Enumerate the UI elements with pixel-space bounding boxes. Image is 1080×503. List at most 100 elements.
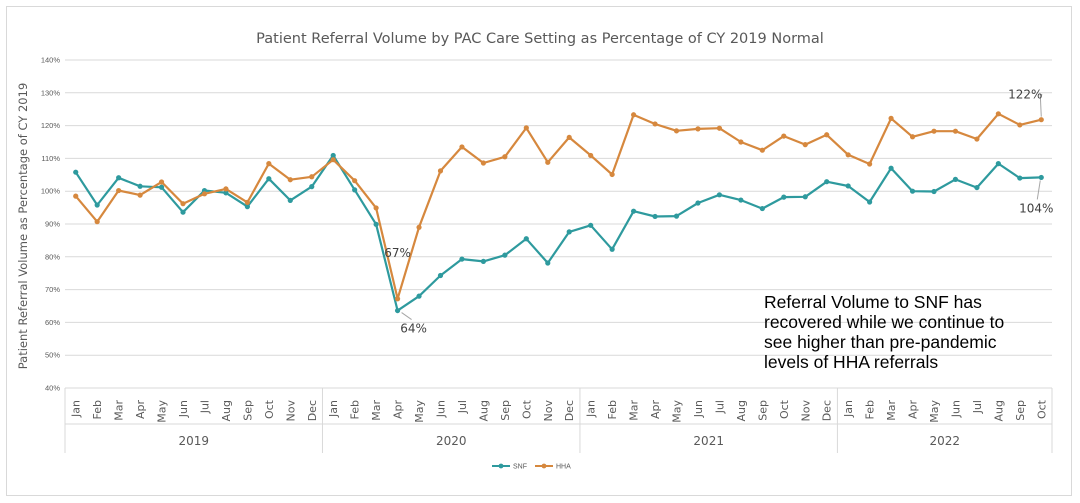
data-point-hha (309, 174, 315, 180)
data-point-snf (974, 184, 980, 191)
data-point-hha (352, 178, 358, 184)
data-point-hha (287, 177, 293, 183)
x-tick-label: Jan (842, 400, 855, 418)
x-tick-label: Apr (907, 400, 920, 420)
x-axis: Jan Feb Mar Apr May Jun Jul Aug Sep Oct Nov Dec Jan F… (64, 388, 1053, 453)
x-tick-label: May (671, 400, 684, 423)
data-point-hha (909, 134, 916, 140)
data-point-hha (588, 152, 594, 159)
data-point-snf (158, 184, 165, 190)
data-point-hha (201, 191, 208, 197)
legend-label: SNF (513, 464, 527, 471)
data-point-snf (952, 176, 959, 182)
x-tick-label: Jul (456, 400, 469, 414)
data-point-hha (673, 128, 680, 134)
leader-line (1036, 180, 1041, 200)
data-point-snf (545, 260, 551, 266)
data-point-hha (867, 161, 873, 167)
data-label: 67% (384, 246, 411, 260)
x-tick-label: Jun (949, 400, 962, 418)
x-tick-label: Feb (349, 400, 362, 419)
data-point-hha (845, 152, 851, 158)
x-tick-label: Apr (134, 400, 147, 420)
data-point-hha (373, 205, 379, 211)
x-tick-label: Jun (177, 400, 190, 418)
data-point-snf (824, 179, 830, 185)
legend-label: HHA (556, 464, 571, 471)
data-point-hha (931, 128, 937, 134)
x-tick-label: Mar (628, 400, 641, 421)
y-tick-label: 50% (45, 351, 60, 360)
data-point-hha (716, 125, 723, 131)
data-point-hha (244, 199, 250, 205)
data-point-snf (931, 188, 937, 195)
data-point-hha (266, 161, 272, 167)
data-point-snf (588, 222, 594, 228)
y-tick-label: 40% (45, 384, 60, 393)
data-point-hha (952, 128, 959, 134)
data-point-snf (909, 188, 916, 194)
x-tick-label: Mar (113, 400, 126, 421)
x-tick-label: Mar (885, 400, 898, 421)
y-tick-label: 60% (45, 318, 60, 327)
data-point-snf (480, 258, 487, 264)
data-point-hha (888, 115, 894, 121)
data-point-snf (459, 256, 465, 262)
data-point-snf (1017, 175, 1023, 181)
x-tick-label: May (156, 400, 169, 423)
series-line-hha (74, 112, 1042, 300)
year-label: 2021 (693, 434, 724, 448)
data-point-snf (523, 236, 529, 242)
x-tick-label: Sep (756, 400, 769, 421)
data-point-snf (180, 209, 186, 215)
x-tick-label: Jan (585, 400, 598, 418)
data-point-snf (995, 161, 1001, 167)
leader-line (401, 312, 412, 321)
y-axis-ticks: 40% 50% 60% 70% 80% 90% 100% 110% 120% 130% 140% (41, 56, 61, 393)
data-point-hha (759, 147, 765, 153)
data-point-snf (781, 194, 787, 200)
data-point-snf (352, 187, 358, 193)
x-tick-label: Sep (499, 400, 512, 421)
data-point-snf (502, 252, 508, 258)
data-point-hha (695, 126, 701, 132)
x-tick-label: Aug (992, 400, 1005, 421)
data-point-snf (566, 229, 572, 235)
chart-title: Patient Referral Volume by PAC Care Sett… (256, 31, 824, 47)
x-tick-label: Dec (306, 400, 319, 421)
data-point-hha (974, 136, 980, 142)
x-tick-label: Aug (220, 400, 233, 421)
x-tick-label: Jul (198, 400, 211, 414)
x-tick-label: Aug (735, 400, 748, 421)
data-point-snf (738, 197, 744, 203)
data-point-hha (1038, 117, 1044, 123)
data-point-snf (652, 213, 658, 220)
year-label: 2019 (178, 434, 209, 448)
data-point-snf (845, 183, 851, 189)
data-label: 104% (1019, 201, 1053, 215)
data-point-hha (502, 154, 508, 160)
data-point-snf (867, 199, 873, 205)
data-point-hha (116, 187, 122, 194)
data-point-snf (888, 165, 894, 171)
data-point-hha (609, 171, 615, 178)
y-tick-label: 140% (41, 56, 61, 65)
legend-marker (541, 463, 547, 469)
x-tick-label: Feb (606, 400, 619, 419)
data-point-hha (738, 139, 744, 145)
x-tick-label: Feb (864, 400, 877, 419)
data-point-hha (652, 121, 658, 127)
x-tick-label: Jun (692, 400, 705, 418)
legend: SNF HHA (492, 464, 571, 471)
y-tick-label: 130% (41, 88, 61, 97)
year-label: 2022 (929, 434, 960, 448)
data-point-snf (1038, 174, 1044, 181)
x-tick-label: Apr (392, 400, 405, 420)
x-tick-label: Jan (327, 400, 340, 418)
series-line-snf (74, 154, 1042, 312)
y-tick-label: 80% (45, 252, 60, 261)
x-tick-label: Sep (241, 400, 254, 421)
data-point-snf (223, 190, 229, 196)
annotation-note: Referral Volume to SNF has recovered whi… (764, 292, 1005, 372)
